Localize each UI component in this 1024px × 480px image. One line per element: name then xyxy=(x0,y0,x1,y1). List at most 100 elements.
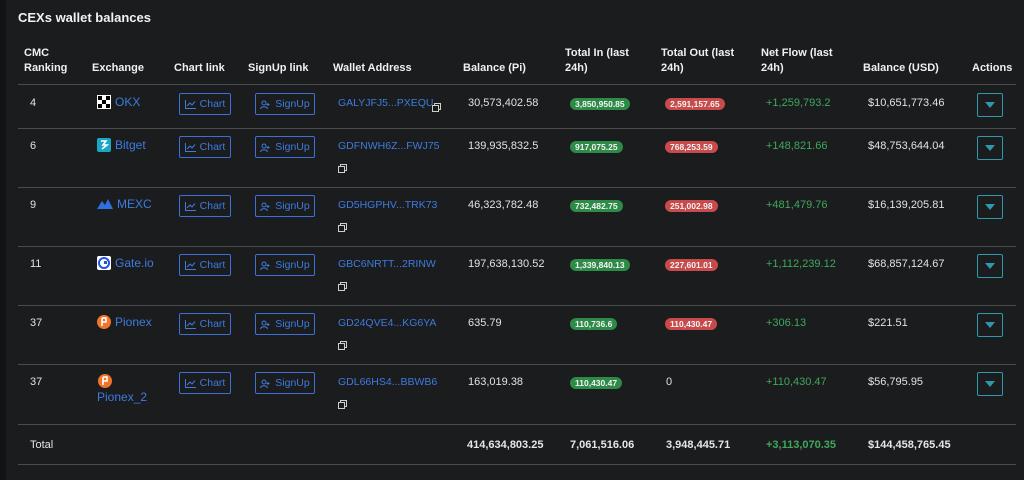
balance-usd-cell: $10,651,773.46 xyxy=(868,97,945,109)
chart-button[interactable]: Chart xyxy=(179,254,231,276)
wallet-address-link[interactable]: GALYJFJ5...PXEQU xyxy=(338,97,434,109)
balance-pi-cell: 46,323,782.48 xyxy=(468,199,539,211)
actions-dropdown-button[interactable] xyxy=(977,93,1003,117)
total-out-cell: 0 xyxy=(666,376,673,388)
total-out-badge: 2,591,157.65 xyxy=(665,98,725,110)
total-in-badge: 1,339,840.13 xyxy=(570,259,630,271)
exchange-name: Gate.io xyxy=(115,256,154,270)
balance-pi-cell: 139,935,832.5 xyxy=(468,140,539,152)
totals-balance-pi: 414,634,803.25 xyxy=(467,439,544,451)
chart-icon xyxy=(184,260,196,270)
rank-cell: 11 xyxy=(30,258,42,270)
actions-dropdown-button[interactable] xyxy=(977,254,1003,278)
net-flow-cell: +148,821.66 xyxy=(766,140,828,152)
exchange-link[interactable]: Bitget xyxy=(97,138,146,152)
exchange-link[interactable]: MEXC xyxy=(97,197,152,211)
wallet-address-link[interactable]: GDFNWH6Z...FWJ75 xyxy=(338,140,440,152)
exchange-name: Pionex xyxy=(115,315,152,329)
copy-icon[interactable] xyxy=(338,396,347,409)
wallet-address-link[interactable]: GD5HGPHV...TRK73 xyxy=(338,199,438,211)
totals-total-out: 3,948,445.71 xyxy=(666,439,731,451)
signup-button[interactable]: SignUp xyxy=(255,372,315,394)
total-in-badge: 110,430.47 xyxy=(570,377,623,389)
user-plus-icon xyxy=(260,320,271,329)
rank-cell: 4 xyxy=(30,97,37,109)
net-flow-cell: +1,259,793.2 xyxy=(766,97,831,109)
col-header-total-out: Total Out (last 24h) xyxy=(661,47,735,74)
rank-cell: 9 xyxy=(30,199,37,211)
total-in-badge: 3,850,950.85 xyxy=(570,98,630,110)
totals-total-in: 7,061,516.06 xyxy=(570,439,635,451)
signup-button-label: SignUp xyxy=(275,259,310,271)
actions-dropdown-button[interactable] xyxy=(977,313,1003,337)
total-in-badge: 110,736.6 xyxy=(570,318,618,330)
col-header-exchange: Exchange xyxy=(92,62,144,74)
chart-button[interactable]: Chart xyxy=(179,195,231,217)
net-flow-cell: +306.13 xyxy=(766,317,807,329)
rank-cell: 37 xyxy=(30,317,43,329)
total-out-badge: 768,253.59 xyxy=(665,141,718,153)
chart-icon xyxy=(184,378,196,388)
signup-button-label: SignUp xyxy=(275,200,310,212)
signup-button[interactable]: SignUp xyxy=(255,313,315,335)
wallet-address-link[interactable]: GDL66HS4...BBWB6 xyxy=(338,376,438,388)
chart-button[interactable]: Chart xyxy=(179,313,231,335)
caret-down-icon xyxy=(985,263,995,269)
exchange-link[interactable]: Gate.io xyxy=(97,256,154,270)
user-plus-icon xyxy=(260,261,271,270)
caret-down-icon xyxy=(985,322,995,328)
row-divider xyxy=(18,128,1016,129)
total-out-badge: 110,430.47 xyxy=(665,318,718,330)
col-header-ranking: CMC Ranking xyxy=(24,47,68,74)
chart-icon xyxy=(184,201,196,211)
total-in-badge: 732,482.75 xyxy=(570,200,623,212)
totals-net-flow: +3,113,070.35 xyxy=(766,439,837,451)
copy-icon[interactable] xyxy=(432,99,441,112)
chart-button-label: Chart xyxy=(199,377,226,389)
exchange-link[interactable]: Pionex xyxy=(97,315,152,329)
balance-pi-cell: 30,573,402.58 xyxy=(468,97,539,109)
actions-dropdown-button[interactable] xyxy=(977,372,1003,396)
page-title: CEXs wallet balances xyxy=(18,10,151,25)
balance-pi-cell: 163,019.38 xyxy=(468,376,524,388)
caret-down-icon xyxy=(985,102,995,108)
actions-dropdown-button[interactable] xyxy=(977,136,1003,160)
chart-icon xyxy=(184,142,196,152)
net-flow-cell: +481,479.76 xyxy=(766,199,828,211)
balance-pi-cell: 197,638,130.52 xyxy=(468,258,545,270)
totals-divider xyxy=(18,424,1016,425)
exchange-name: MEXC xyxy=(117,197,152,211)
col-header-signup-link: SignUp link xyxy=(248,62,309,74)
chart-button-label: Chart xyxy=(199,318,226,330)
signup-button[interactable]: SignUp xyxy=(255,254,315,276)
signup-button[interactable]: SignUp xyxy=(255,136,315,158)
okx-logo-icon xyxy=(97,95,111,109)
user-plus-icon xyxy=(260,379,271,388)
signup-button[interactable]: SignUp xyxy=(255,93,315,115)
copy-icon[interactable] xyxy=(338,278,347,291)
pionex-logo-icon xyxy=(98,374,112,393)
col-header-chart-link: Chart link xyxy=(174,62,225,74)
copy-icon[interactable] xyxy=(338,160,347,173)
chart-button[interactable]: Chart xyxy=(179,136,231,158)
balance-usd-cell: $68,857,124.67 xyxy=(868,258,945,270)
col-header-actions: Actions xyxy=(972,62,1013,74)
actions-dropdown-button[interactable] xyxy=(977,195,1003,219)
balance-usd-cell: $16,139,205.81 xyxy=(868,199,945,211)
total-in-badge: 917,075.25 xyxy=(570,141,623,153)
table-bottom-divider xyxy=(18,464,1016,465)
copy-icon[interactable] xyxy=(338,219,347,232)
col-header-net-flow: Net Flow (last 24h) xyxy=(761,47,833,74)
wallet-address-link[interactable]: GD24QVE4...KG6YA xyxy=(338,317,437,329)
chart-button[interactable]: Chart xyxy=(179,372,231,394)
wallet-address-link[interactable]: GBC6NRTT...2RINW xyxy=(338,258,436,270)
exchange-link[interactable]: OKX xyxy=(97,95,140,109)
signup-button[interactable]: SignUp xyxy=(255,195,315,217)
exchange-link[interactable]: Pionex_2 xyxy=(97,390,148,404)
exchange-name: Bitget xyxy=(115,138,146,152)
chart-button-label: Chart xyxy=(199,98,226,110)
rank-cell: 6 xyxy=(30,140,37,152)
copy-icon[interactable] xyxy=(338,337,347,350)
totals-label: Total xyxy=(30,439,54,451)
chart-button[interactable]: Chart xyxy=(179,93,231,115)
